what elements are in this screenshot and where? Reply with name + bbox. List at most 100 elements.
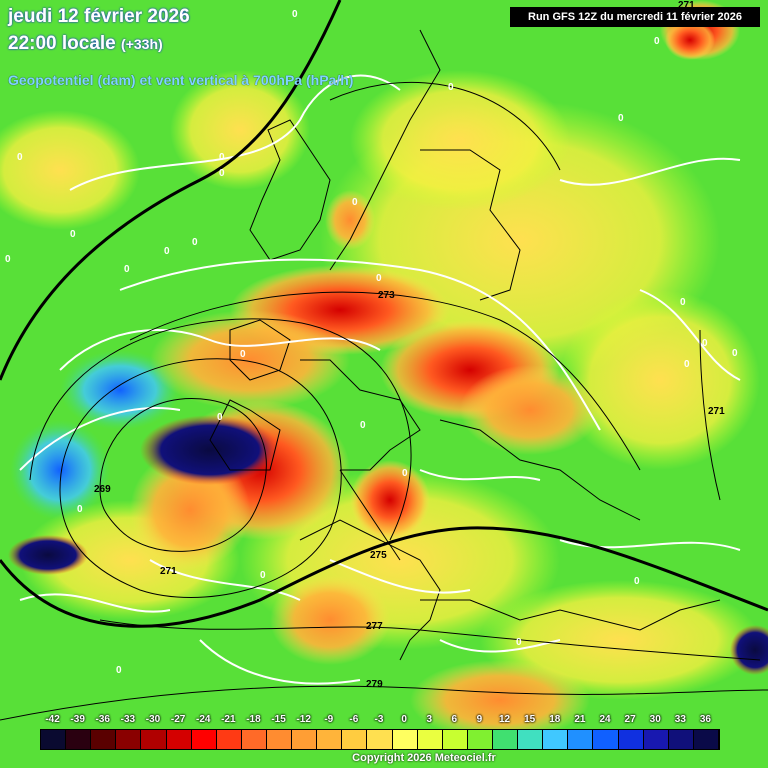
legend-swatch — [643, 730, 669, 749]
isoline-label: 271 — [678, 0, 695, 11]
zero-label: 0 — [70, 229, 76, 240]
zero-label: 0 — [634, 576, 640, 587]
isoline-label: 271 — [708, 406, 725, 417]
zero-label: 0 — [260, 570, 266, 581]
legend-value: -30 — [145, 714, 161, 725]
isoline-label: 277 — [366, 621, 383, 632]
legend-value: -27 — [170, 714, 186, 725]
zero-label: 0 — [732, 348, 738, 359]
legend-swatch — [693, 730, 719, 749]
legend-value: 33 — [674, 714, 686, 725]
legend-swatch — [216, 730, 242, 749]
map-subtitle: Geopotentiel (dam) et vent vertical à 70… — [8, 72, 354, 88]
legend-swatch — [191, 730, 217, 749]
legend-value: -9 — [324, 714, 334, 725]
zero-labels: 0 0 0 0 0 0 0 0 0 0 0 0 0 0 0 0 0 0 0 0 … — [5, 9, 738, 676]
zero-label: 0 — [217, 412, 223, 423]
isoline-label: 275 — [370, 550, 387, 561]
geopotential-contours — [0, 81, 768, 721]
legend-value: 21 — [574, 714, 586, 725]
legend-swatch — [292, 730, 318, 749]
legend-value: 27 — [624, 714, 636, 725]
zero-label: 0 — [164, 246, 170, 257]
legend-value: -33 — [120, 714, 136, 725]
legend-value: -12 — [296, 714, 311, 725]
legend-swatch — [241, 730, 267, 749]
legend-swatch — [543, 730, 569, 749]
legend-value: -39 — [70, 714, 85, 725]
legend-value: 15 — [524, 714, 536, 725]
legend-swatch — [568, 730, 594, 749]
legend-value: 6 — [451, 714, 458, 725]
legend-value: -15 — [271, 714, 286, 725]
legend-value: 9 — [476, 714, 483, 725]
zero-label: 0 — [360, 420, 366, 431]
legend-value: 36 — [699, 714, 711, 725]
forecast-offset: (+33h) — [121, 36, 163, 52]
legend-value: 12 — [498, 714, 511, 725]
legend-value: 30 — [649, 714, 661, 725]
local-time: 22:00 locale — [8, 33, 116, 54]
legend-swatch — [166, 730, 192, 749]
zero-contours — [19, 74, 741, 685]
legend-swatch — [317, 730, 343, 749]
legend-swatch — [367, 730, 393, 749]
zero-label: 0 — [219, 168, 225, 179]
legend-swatch — [492, 730, 519, 749]
legend-value: 0 — [401, 714, 407, 725]
legend-swatch — [518, 730, 544, 749]
legend-swatch — [66, 730, 92, 749]
legend-value: -18 — [246, 714, 261, 725]
zero-label: 0 — [116, 665, 122, 676]
zero-label: 0 — [77, 504, 83, 515]
isoline-label: 273 — [378, 290, 395, 301]
zero-label: 0 — [192, 237, 198, 248]
zero-label: 0 — [352, 197, 358, 208]
forecast-time: 22:00 locale (+33h) — [8, 33, 163, 55]
zero-label: 0 — [680, 297, 686, 308]
zero-label: 0 — [5, 254, 11, 265]
legend-value: 24 — [599, 714, 611, 725]
legend-swatch — [668, 730, 694, 749]
zero-label: 0 — [240, 349, 246, 360]
isoline-labels: 269 271 271 273 275 277 279 271 — [94, 0, 725, 690]
legend-value: -6 — [349, 714, 359, 725]
color-legend — [40, 729, 720, 750]
legend-swatch — [442, 730, 468, 749]
zero-label: 0 — [702, 338, 708, 349]
legend-labels: -42 -39 -36 -33 -30 -27 -24 -21 -18 -15 -12 -9 -6 -3 0… — [40, 714, 718, 728]
zero-label: 0 — [219, 152, 225, 163]
legend-value: -36 — [95, 714, 110, 725]
legend-value: 3 — [426, 714, 432, 725]
legend-swatch — [342, 730, 368, 749]
legend-swatch — [266, 730, 293, 749]
legend-value: 18 — [549, 714, 561, 725]
zero-label: 0 — [618, 113, 624, 124]
legend-swatch — [417, 730, 443, 749]
forecast-date: jeudi 12 février 2026 — [8, 6, 190, 27]
legend-value: -24 — [195, 714, 211, 725]
zero-label: 0 — [684, 359, 690, 370]
zero-label: 0 — [654, 36, 660, 47]
legend-swatch — [467, 730, 493, 749]
legend-value: -3 — [374, 714, 384, 725]
legend-swatch — [91, 730, 117, 749]
legend-swatch — [116, 730, 142, 749]
run-info: Run GFS 12Z du mercredi 11 février 2026 — [510, 7, 760, 27]
zero-label: 0 — [124, 264, 130, 275]
zero-label: 0 — [376, 273, 382, 284]
bold-contour-south — [0, 526, 768, 628]
zero-label: 0 — [402, 468, 408, 479]
legend-value: -42 — [45, 714, 60, 725]
legend-value: -21 — [221, 714, 236, 725]
zero-label: 0 — [292, 9, 298, 20]
legend-swatch — [618, 730, 644, 749]
legend-swatch — [392, 730, 418, 749]
zero-label: 0 — [17, 152, 23, 163]
zero-label: 0 — [448, 82, 454, 93]
zero-label: 0 — [516, 637, 522, 648]
legend-swatch — [141, 730, 167, 749]
coastlines — [209, 29, 721, 661]
legend-swatch — [593, 730, 619, 749]
